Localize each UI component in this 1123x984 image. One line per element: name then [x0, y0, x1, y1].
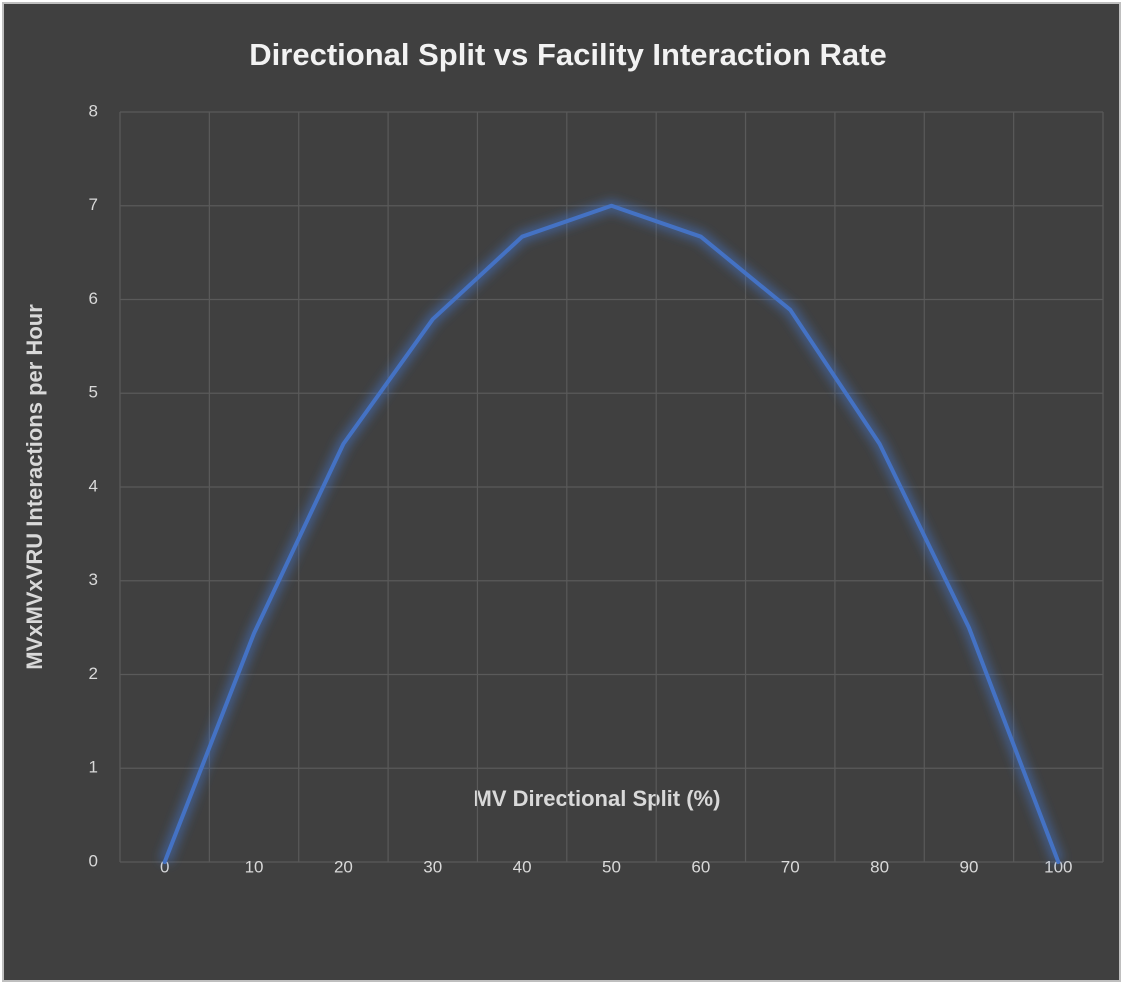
x-tick-label: 30: [423, 857, 442, 876]
y-tick-label: 8: [89, 101, 98, 120]
x-tick-label: 10: [245, 857, 264, 876]
y-tick-label: 2: [89, 664, 98, 683]
x-tick-label: 80: [870, 857, 889, 876]
x-tick-label: 70: [781, 857, 800, 876]
x-axis-title: MV Directional Split (%): [474, 786, 721, 811]
chart-title: Directional Split vs Facility Interactio…: [249, 37, 886, 72]
x-tick-label: 40: [513, 857, 532, 876]
y-tick-label: 6: [89, 289, 98, 308]
x-tick-label: 20: [334, 857, 353, 876]
x-tick-label: 90: [959, 857, 978, 876]
y-tick-label: 5: [89, 383, 98, 402]
y-tick-label: 4: [89, 476, 98, 495]
y-tick-label: 0: [89, 851, 98, 870]
line: [162, 203, 1061, 864]
x-tick-label: 100: [1044, 857, 1072, 876]
x-tick-label: 0: [160, 857, 169, 876]
y-tick-label: 3: [89, 570, 98, 589]
y-tick-label: 1: [89, 758, 98, 777]
x-tick-label: 60: [691, 857, 710, 876]
x-tick-label: 50: [602, 857, 621, 876]
y-axis-title: MVxMVxVRU Interactions per Hour: [22, 304, 47, 670]
y-tick-label: 7: [89, 195, 98, 214]
